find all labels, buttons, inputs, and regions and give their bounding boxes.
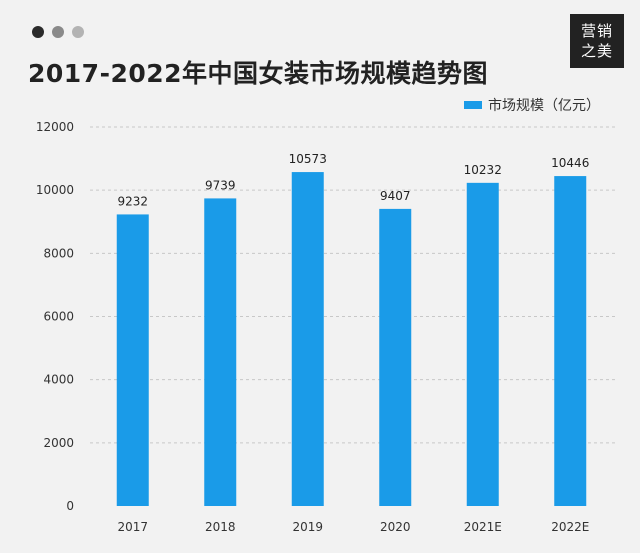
- y-tick-label: 0: [66, 499, 74, 513]
- x-tick-label: 2018: [205, 520, 236, 534]
- window-dots: [32, 26, 84, 38]
- bar-value-label: 10573: [289, 152, 327, 166]
- brand-logo: 营销 之美: [570, 14, 624, 68]
- y-tick-label: 8000: [43, 246, 74, 260]
- bar: [379, 208, 412, 507]
- legend-swatch: [464, 101, 482, 109]
- x-tick-label: 2021E: [464, 520, 502, 534]
- bar-value-label: 9407: [380, 189, 411, 203]
- y-tick-label: 10000: [36, 183, 74, 197]
- y-tick-label: 6000: [43, 310, 74, 324]
- legend-label: 市场规模（亿元）: [488, 98, 600, 114]
- x-tick-label: 2017: [117, 520, 148, 534]
- window-dot-mid[interactable]: [52, 26, 64, 38]
- chart-legend: 市场规模（亿元）: [464, 95, 600, 115]
- bar-value-label: 10446: [551, 156, 589, 170]
- x-tick-label: 2020: [380, 520, 411, 534]
- bar: [116, 214, 149, 506]
- bar: [204, 198, 237, 506]
- bar: [291, 172, 324, 507]
- bar-value-label: 9232: [117, 194, 148, 208]
- chart-title: 2017-2022年中国女装市场规模趋势图: [28, 59, 489, 88]
- logo-line-1: 营销: [580, 22, 613, 40]
- bar: [554, 176, 587, 506]
- bar-value-label: 10232: [464, 163, 502, 177]
- bar: [466, 182, 499, 506]
- bar-value-label: 9739: [205, 178, 236, 192]
- y-tick-label: 12000: [36, 120, 74, 134]
- logo-line-2: 之美: [580, 42, 613, 60]
- y-tick-label: 4000: [43, 373, 74, 387]
- x-tick-label: 2022E: [551, 520, 589, 534]
- y-tick-label: 2000: [43, 436, 74, 450]
- x-tick-label: 2019: [292, 520, 323, 534]
- window-dot-light[interactable]: [72, 26, 84, 38]
- window-dot-dark[interactable]: [32, 26, 44, 38]
